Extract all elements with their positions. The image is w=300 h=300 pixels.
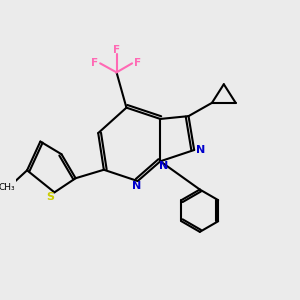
Text: N: N xyxy=(159,161,168,171)
Text: CH₃: CH₃ xyxy=(0,183,16,192)
Text: N: N xyxy=(196,145,205,155)
Text: F: F xyxy=(113,44,120,55)
Text: S: S xyxy=(46,192,55,202)
Text: F: F xyxy=(134,58,141,68)
Text: F: F xyxy=(91,58,98,68)
Text: N: N xyxy=(132,181,141,191)
